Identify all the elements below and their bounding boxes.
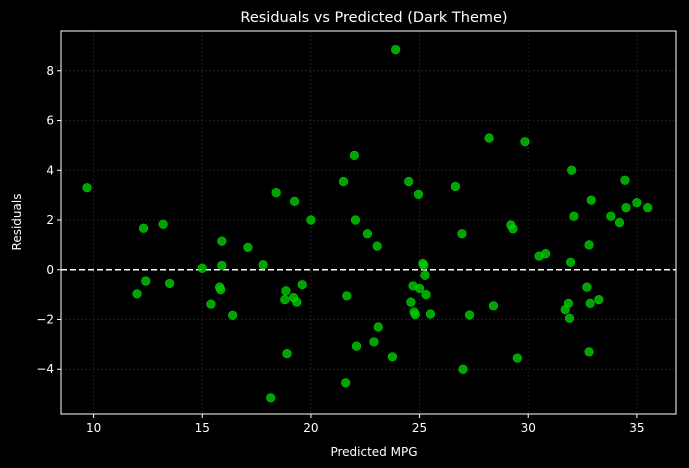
scatter-point — [606, 211, 616, 221]
scatter-point — [292, 297, 302, 307]
scatter-point — [410, 309, 420, 320]
scatter-point — [217, 236, 227, 246]
scatter-point — [567, 165, 577, 175]
scatter-point — [197, 263, 207, 273]
scatter-point — [643, 202, 653, 213]
scatter-point — [464, 310, 475, 320]
scatter-point — [228, 310, 238, 320]
scatter-point — [614, 217, 625, 228]
scatter-point — [342, 291, 352, 301]
scatter-point — [391, 45, 401, 55]
scatter-point — [158, 219, 168, 229]
scatter-point — [620, 175, 630, 185]
scatter-point — [282, 348, 292, 359]
scatter-point — [297, 280, 307, 290]
scatter-point — [458, 364, 468, 374]
scatter-point — [362, 229, 373, 239]
scatter-point — [132, 289, 142, 299]
y-tick-label: 8 — [46, 64, 54, 78]
scatter-point — [584, 240, 594, 250]
x-axis-ticks: 10 15 20 25 30 35 — [86, 414, 645, 435]
scatter-point — [387, 352, 398, 362]
x-tick-label: 35 — [629, 421, 644, 435]
scatter-point — [372, 241, 382, 251]
scatter-point — [369, 337, 379, 347]
scatter-point — [582, 282, 592, 292]
y-tick-label: 2 — [46, 213, 54, 227]
scatter-point — [541, 248, 551, 259]
scatter-point — [271, 188, 281, 198]
scatter-point — [138, 223, 149, 233]
chart-title: Residuals vs Predicted (Dark Theme) — [240, 10, 507, 26]
scatter-points — [82, 45, 653, 403]
scatter-point — [341, 378, 351, 388]
scatter-point — [290, 196, 300, 206]
scatter-point — [406, 297, 416, 307]
scatter-point — [141, 276, 151, 286]
scatter-point — [266, 393, 276, 403]
y-tick-label: −4 — [36, 362, 54, 376]
scatter-point — [216, 285, 226, 295]
x-tick-label: 20 — [303, 421, 318, 435]
scatter-point — [632, 198, 642, 208]
scatter-point — [281, 286, 291, 296]
scatter-point — [258, 260, 268, 270]
scatter-point — [404, 176, 414, 187]
scatter-point — [585, 298, 595, 308]
scatter-point — [419, 260, 429, 270]
scatter-point — [621, 202, 631, 213]
scatter-point — [421, 290, 431, 300]
scatter-point — [420, 270, 430, 280]
scatter-point — [563, 298, 574, 308]
scatter-point — [206, 299, 216, 309]
scatter-point — [450, 181, 461, 192]
scatter-point — [349, 150, 359, 160]
scatter-point — [350, 215, 361, 225]
scatter-point — [488, 301, 499, 311]
x-tick-label: 15 — [195, 421, 210, 435]
scatter-point — [217, 260, 227, 271]
y-tick-label: 6 — [46, 114, 54, 128]
scatter-point — [280, 294, 290, 305]
scatter-point — [457, 229, 467, 239]
x-tick-label: 10 — [86, 421, 101, 435]
scatter-point — [569, 211, 579, 221]
y-tick-label: 0 — [46, 263, 54, 277]
x-tick-label: 25 — [412, 421, 427, 435]
scatter-point — [414, 283, 425, 294]
scatter-point — [564, 313, 575, 323]
scatter-point — [165, 278, 175, 289]
scatter-point — [520, 137, 530, 147]
scatter-point — [566, 257, 576, 267]
x-axis-label: Predicted MPG — [330, 445, 417, 459]
scatter-point — [413, 189, 424, 199]
y-axis-label: Residuals — [10, 194, 24, 251]
scatter-point — [351, 341, 362, 351]
scatter-point — [425, 309, 436, 319]
scatter-point — [82, 183, 92, 193]
scatter-point — [338, 176, 349, 187]
y-axis-ticks: −4 −2 0 2 4 6 8 — [36, 64, 61, 376]
scatter-point — [512, 353, 522, 363]
y-tick-label: −2 — [36, 312, 54, 326]
scatter-point — [584, 347, 594, 357]
y-tick-label: 4 — [46, 163, 54, 177]
scatter-point — [243, 242, 253, 252]
scatter-point — [306, 215, 316, 225]
scatter-point — [484, 133, 494, 143]
plot-area-frame — [60, 30, 677, 415]
scatter-point — [508, 224, 518, 234]
scatter-point — [594, 294, 604, 305]
scatter-point — [586, 195, 596, 205]
scatter-point — [373, 322, 383, 332]
x-tick-label: 30 — [521, 421, 536, 435]
